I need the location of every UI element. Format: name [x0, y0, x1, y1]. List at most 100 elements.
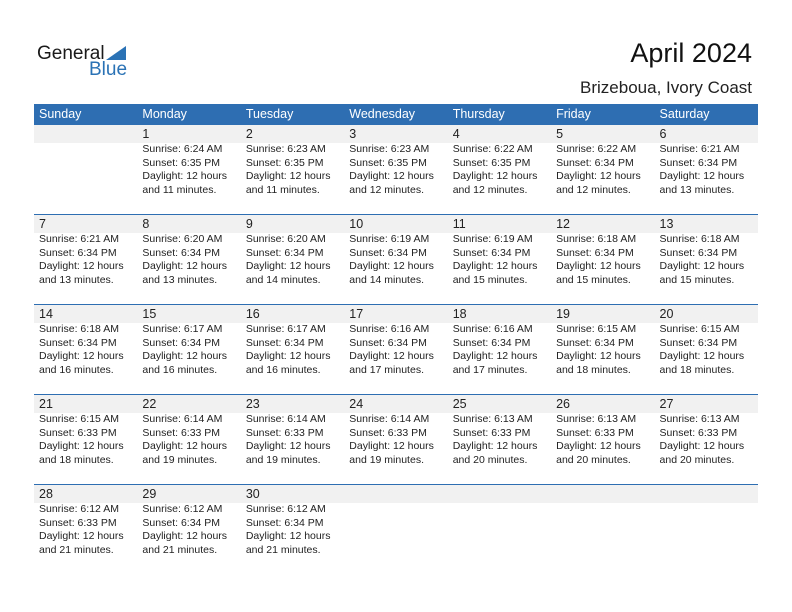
sunrise-text: Sunrise: 6:14 AM: [245, 413, 326, 425]
day-number: 18: [452, 307, 467, 321]
sunset-text: Sunset: 6:34 PM: [245, 516, 324, 529]
daylight-minutes-text: and 14 minutes.: [349, 273, 424, 286]
sunset-text: Sunset: 6:35 PM: [349, 156, 427, 169]
day-cell: 12 Sunrise: 6:18 AM Sunset: 6:34 PM Dayligh…: [551, 215, 654, 304]
daylight-text: Daylight: 12 hours: [39, 350, 124, 362]
day-cell: 16 Sunrise: 6:17 AM Sunset: 6:34 PM Dayligh…: [241, 305, 344, 394]
day-cell: 14 Sunrise: 6:18 AM Sunset: 6:34 PM Dayligh…: [34, 305, 137, 394]
sunrise-text: Sunrise: 6:23 AM: [245, 143, 326, 155]
daylight-text: Daylight: 12 hours: [142, 440, 228, 452]
daylight-minutes-text: and 13 minutes.: [659, 183, 735, 196]
day-number: 12: [556, 217, 571, 231]
daylight-minutes-text: and 16 minutes.: [142, 363, 218, 376]
sunset-text: Sunset: 6:34 PM: [452, 246, 531, 259]
weekday-friday: Friday: [556, 107, 591, 121]
sunset-text: Sunset: 6:34 PM: [659, 156, 738, 169]
daylight-minutes-text: and 16 minutes.: [245, 363, 321, 376]
day-cell: 30 Sunrise: 6:12 AM Sunset: 6:34 PM Dayligh…: [241, 485, 344, 575]
day-cell: [344, 485, 447, 575]
day-number: 29: [142, 487, 157, 501]
weekday-monday: Monday: [142, 107, 187, 121]
sunset-text: Sunset: 6:34 PM: [245, 246, 324, 259]
day-cell: 25 Sunrise: 6:13 AM Sunset: 6:33 PM Dayligh…: [448, 395, 551, 484]
day-cell: 18 Sunrise: 6:16 AM Sunset: 6:34 PM Dayligh…: [448, 305, 551, 394]
sunrise-text: Sunrise: 6:19 AM: [452, 233, 533, 245]
sunrise-text: Sunrise: 6:18 AM: [39, 323, 119, 335]
daylight-minutes-text: and 19 minutes.: [245, 453, 321, 466]
weekday-saturday: Saturday: [659, 107, 710, 121]
sunrise-text: Sunrise: 6:21 AM: [39, 233, 119, 245]
daylight-minutes-text: and 12 minutes.: [349, 183, 424, 196]
day-number: 16: [245, 307, 260, 321]
week-row: 7 Sunrise: 6:21 AM Sunset: 6:34 PM Daylight…: [34, 215, 758, 305]
sunrise-text: Sunrise: 6:14 AM: [142, 413, 223, 425]
sunset-text: Sunset: 6:34 PM: [349, 336, 427, 349]
daylight-minutes-text: and 20 minutes.: [556, 453, 631, 466]
sunrise-text: Sunrise: 6:13 AM: [659, 413, 740, 425]
logo-triangle-icon: [106, 46, 126, 60]
weekday-header: Sunday Monday Tuesday Wednesday Thursday Frid…: [34, 104, 758, 125]
day-cell: 27 Sunrise: 6:13 AM Sunset: 6:33 PM Dayligh…: [655, 395, 758, 484]
day-number: 11: [452, 217, 466, 231]
week-row: 21 Sunrise: 6:15 AM Sunset: 6:33 PM Dayligh…: [34, 395, 758, 485]
daylight-text: Daylight: 12 hours: [245, 260, 331, 272]
day-number: 15: [142, 307, 157, 321]
sunset-text: Sunset: 6:33 PM: [39, 426, 117, 439]
sunrise-text: Sunrise: 6:15 AM: [659, 323, 740, 335]
day-number: 25: [452, 397, 467, 411]
sunset-text: Sunset: 6:34 PM: [142, 516, 221, 529]
daylight-minutes-text: and 21 minutes.: [245, 543, 321, 556]
sunrise-text: Sunrise: 6:13 AM: [556, 413, 637, 425]
daylight-text: Daylight: 12 hours: [245, 350, 331, 362]
sunset-text: Sunset: 6:34 PM: [39, 246, 117, 259]
daylight-text: Daylight: 12 hours: [39, 440, 124, 452]
day-cell: 4 Sunrise: 6:22 AM Sunset: 6:35 PM Daylight…: [448, 125, 551, 214]
daylight-minutes-text: and 13 minutes.: [142, 273, 218, 286]
sunrise-text: Sunrise: 6:19 AM: [349, 233, 430, 245]
daylight-minutes-text: and 15 minutes.: [659, 273, 735, 286]
day-cell: 20 Sunrise: 6:15 AM Sunset: 6:34 PM Dayligh…: [655, 305, 758, 394]
day-cell: 1 Sunrise: 6:24 AM Sunset: 6:35 PM Daylight…: [137, 125, 240, 214]
sunset-text: Sunset: 6:34 PM: [349, 246, 427, 259]
day-number: 2: [245, 127, 253, 141]
daylight-minutes-text: and 16 minutes.: [39, 363, 114, 376]
daylight-text: Daylight: 12 hours: [452, 350, 538, 362]
day-cell: 10 Sunrise: 6:19 AM Sunset: 6:34 PM Dayligh…: [344, 215, 447, 304]
sunset-text: Sunset: 6:34 PM: [659, 336, 738, 349]
sunset-text: Sunset: 6:34 PM: [142, 336, 221, 349]
day-cell: 3 Sunrise: 6:23 AM Sunset: 6:35 PM Daylight…: [344, 125, 447, 214]
daylight-text: Daylight: 12 hours: [245, 170, 331, 182]
daylight-text: Daylight: 12 hours: [245, 440, 331, 452]
sunrise-text: Sunrise: 6:18 AM: [556, 233, 637, 245]
sunset-text: Sunset: 6:34 PM: [556, 336, 634, 349]
day-number: 30: [245, 487, 260, 501]
day-cell: 23 Sunrise: 6:14 AM Sunset: 6:33 PM Dayligh…: [241, 395, 344, 484]
daylight-minutes-text: and 21 minutes.: [39, 543, 114, 556]
day-number: 13: [659, 217, 674, 231]
week-row: 14 Sunrise: 6:18 AM Sunset: 6:34 PM Dayligh…: [34, 305, 758, 395]
daylight-text: Daylight: 12 hours: [39, 530, 124, 542]
sunrise-text: Sunrise: 6:23 AM: [349, 143, 430, 155]
day-number: 4: [452, 127, 460, 141]
sunset-text: Sunset: 6:33 PM: [39, 516, 117, 529]
day-number: 19: [556, 307, 571, 321]
daylight-text: Daylight: 12 hours: [659, 260, 745, 272]
weekday-thursday: Thursday: [452, 107, 505, 121]
daylight-text: Daylight: 12 hours: [142, 530, 228, 542]
sunset-text: Sunset: 6:35 PM: [452, 156, 531, 169]
sunset-text: Sunset: 6:34 PM: [452, 336, 531, 349]
daylight-text: Daylight: 12 hours: [556, 170, 641, 182]
daylight-minutes-text: and 15 minutes.: [452, 273, 528, 286]
sunrise-text: Sunrise: 6:20 AM: [142, 233, 223, 245]
daylight-text: Daylight: 12 hours: [142, 260, 228, 272]
sunset-text: Sunset: 6:33 PM: [556, 426, 634, 439]
day-cell: 28 Sunrise: 6:12 AM Sunset: 6:33 PM Dayligh…: [34, 485, 137, 575]
weekday-wednesday: Wednesday: [349, 107, 416, 121]
day-number: 22: [142, 397, 157, 411]
daylight-text: Daylight: 12 hours: [659, 170, 745, 182]
daylight-text: Daylight: 12 hours: [452, 170, 538, 182]
day-number: 26: [556, 397, 571, 411]
day-cell: [551, 485, 654, 575]
daylight-minutes-text: and 17 minutes.: [349, 363, 424, 376]
day-cell: 17 Sunrise: 6:16 AM Sunset: 6:34 PM Dayligh…: [344, 305, 447, 394]
